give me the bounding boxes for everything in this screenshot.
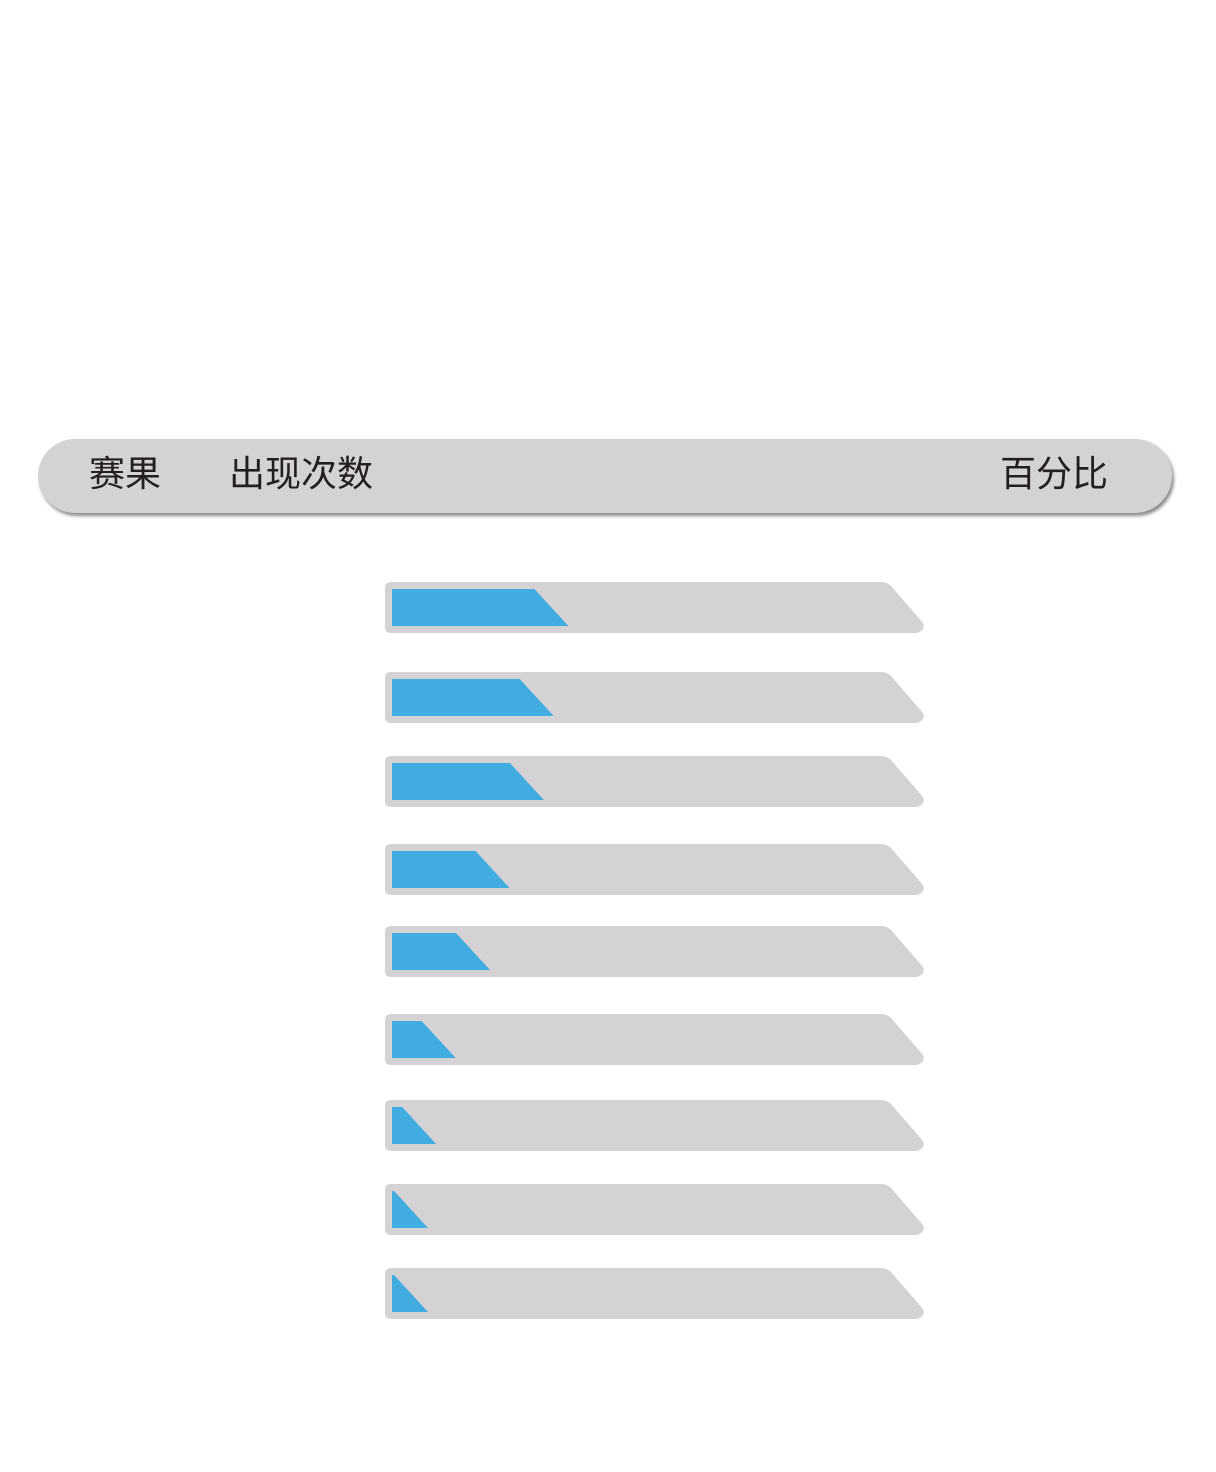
progress-bar-row [385, 1184, 925, 1235]
progress-fill [392, 679, 554, 716]
progress-bar [385, 926, 924, 977]
progress-bar-row [385, 582, 925, 633]
progress-fill [392, 1191, 428, 1228]
progress-bar [385, 582, 924, 633]
progress-bar-row [385, 1268, 925, 1319]
progress-bar [385, 1184, 924, 1235]
progress-bar [385, 672, 924, 723]
progress-bar [385, 756, 924, 807]
progress-bar [385, 844, 924, 895]
header-count-label: 出现次数 [229, 454, 374, 495]
progress-bar [385, 1014, 924, 1065]
progress-track [385, 844, 924, 895]
progress-fill [392, 1107, 437, 1144]
progress-fill [392, 589, 569, 626]
progress-fill [392, 1275, 428, 1312]
progress-bar [385, 1268, 924, 1319]
progress-track [385, 1268, 924, 1319]
progress-fill [392, 933, 490, 970]
progress-bar-row [385, 844, 925, 895]
progress-bar-row [385, 756, 925, 807]
header-result-label: 赛果 [89, 454, 162, 495]
progress-fill [392, 763, 544, 800]
header-percent-label: 百分比 [1000, 454, 1109, 495]
progress-fill [392, 851, 510, 888]
progress-track [385, 1184, 924, 1235]
progress-bar-row [385, 1100, 925, 1151]
progress-track [385, 1014, 924, 1065]
progress-bar-row [385, 672, 925, 723]
progress-fill [392, 1021, 456, 1058]
progress-track [385, 926, 924, 977]
progress-bar-row [385, 926, 925, 977]
progress-track [385, 1100, 924, 1151]
progress-bar-row [385, 1014, 925, 1065]
progress-bar [385, 1100, 924, 1151]
table-header: 赛果 出现次数 百分比 [38, 439, 1172, 513]
